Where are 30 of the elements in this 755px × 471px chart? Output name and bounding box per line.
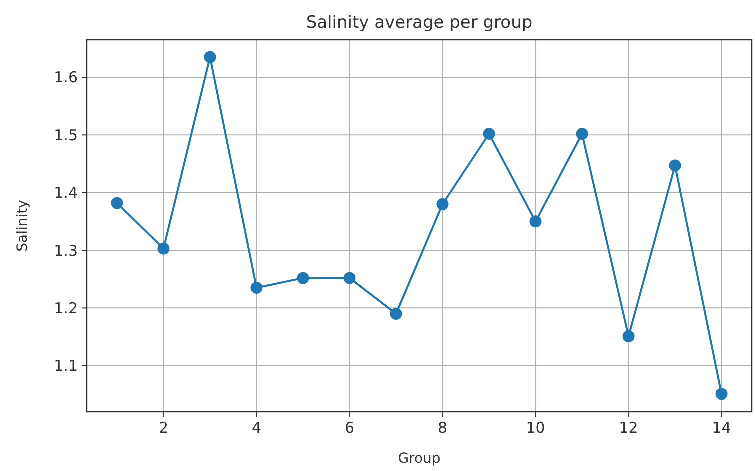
point (576, 128, 588, 140)
y-tick-label: 1.2 (54, 299, 78, 318)
chart-title: Salinity average per group (306, 13, 533, 33)
point (390, 308, 402, 320)
x-tick-label: 2 (158, 419, 169, 437)
point (436, 198, 449, 210)
y-tick-label: 1.6 (54, 68, 78, 87)
y-tick-label: 1.5 (54, 126, 78, 144)
point (483, 128, 496, 140)
y-tick-label: 1.1 (54, 357, 78, 376)
point (204, 51, 216, 64)
point (530, 216, 542, 228)
point (344, 272, 356, 284)
point (250, 282, 263, 294)
x-tick-label: 6 (344, 419, 355, 437)
y-tick-label: 1.4 (54, 184, 78, 202)
x-axis-title: Group (398, 451, 441, 467)
point (158, 242, 170, 255)
point (297, 272, 310, 284)
point (111, 197, 124, 210)
y-tick-label: 1.3 (54, 242, 78, 260)
point (669, 160, 682, 172)
x-tick-label: 4 (252, 419, 262, 437)
y-axis-title: Salinity (15, 200, 31, 252)
point (622, 330, 635, 342)
x-tick-label: 12 (619, 419, 638, 437)
x-tick-label: 10 (526, 419, 546, 437)
point (716, 388, 728, 400)
x-tick-label: 8 (438, 419, 448, 437)
x-tick-label: 14 (712, 419, 732, 437)
